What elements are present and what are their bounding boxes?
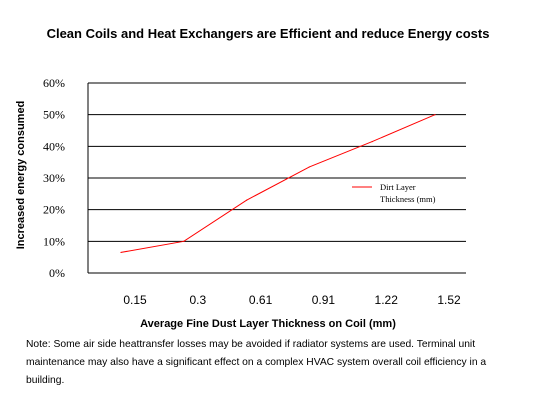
x-tick-label: 0.3 bbox=[189, 293, 206, 307]
y-tick-label: 10% bbox=[43, 234, 65, 248]
data-point bbox=[120, 251, 122, 254]
data-point bbox=[308, 166, 310, 168]
y-tick-labels: 0% 10% 20% 30% 40% 50% 60% bbox=[43, 76, 65, 280]
y-tick-label: 0% bbox=[49, 266, 65, 280]
y-tick-label: 30% bbox=[43, 171, 65, 185]
x-axis-title: Average Fine Dust Layer Thickness on Coi… bbox=[140, 318, 396, 330]
x-tick-label: 1.22 bbox=[375, 293, 399, 307]
series-line bbox=[120, 114, 436, 253]
y-tick-label: 40% bbox=[43, 139, 65, 153]
data-point bbox=[183, 240, 185, 242]
axes bbox=[87, 83, 466, 274]
y-axis-title: Increased energy consumed bbox=[15, 101, 27, 250]
y-tick-label: 50% bbox=[43, 108, 65, 122]
x-tick-label: 0.61 bbox=[249, 293, 273, 307]
chart-title: Clean Coils and Heat Exchangers are Effi… bbox=[47, 26, 490, 41]
x-tick-label: 1.52 bbox=[437, 293, 461, 307]
y-tick-label: 20% bbox=[43, 203, 65, 217]
x-tick-label: 0.91 bbox=[312, 293, 336, 307]
y-tick-label: 60% bbox=[43, 76, 65, 90]
x-tick-label: 0.15 bbox=[123, 293, 147, 307]
grid bbox=[88, 82, 466, 242]
legend-label: Dirt Layer bbox=[380, 182, 416, 192]
data-point bbox=[371, 140, 373, 143]
data-point bbox=[434, 114, 436, 116]
series bbox=[120, 114, 436, 254]
legend-label: Thickness (mm) bbox=[380, 194, 436, 204]
x-tick-labels: 0.15 0.3 0.61 0.91 1.22 1.52 bbox=[123, 293, 461, 307]
footnote: Note: Some air side heattransfer losses … bbox=[26, 339, 487, 386]
legend: Dirt Layer Thickness (mm) bbox=[352, 182, 436, 204]
data-point bbox=[246, 199, 248, 201]
